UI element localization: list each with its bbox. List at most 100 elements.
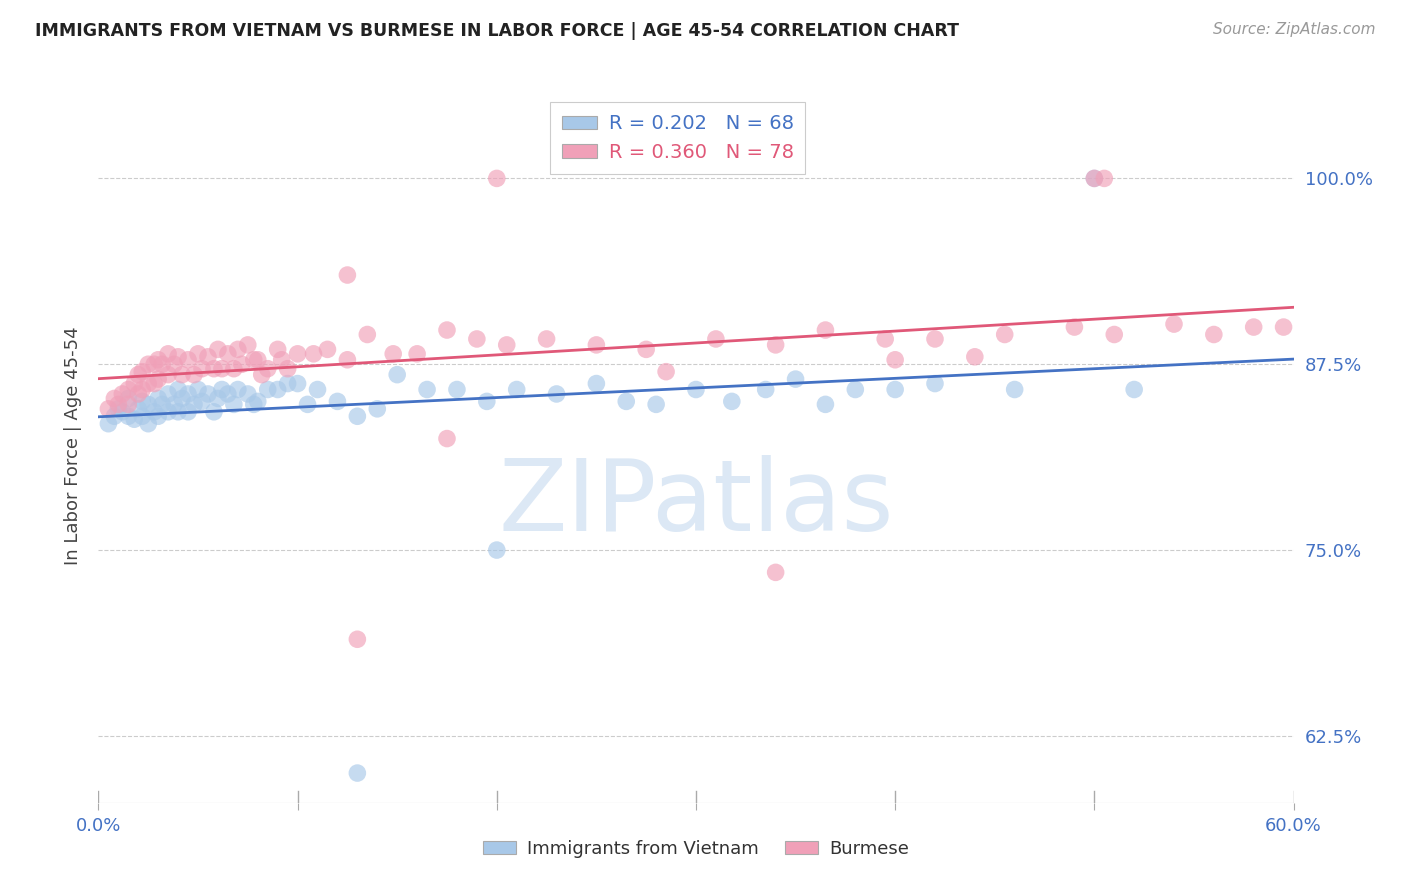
Point (267, 383, 290, 397)
Point (250, 368, 273, 382)
Point (124, 376, 146, 391)
Point (243, 397, 266, 411)
Point (277, 361, 299, 376)
Legend: Immigrants from Vietnam, Burmese: Immigrants from Vietnam, Burmese (477, 833, 915, 865)
Point (222, 397, 245, 411)
Point (131, 409, 153, 424)
Point (316, 343, 339, 357)
Point (704, 332, 727, 346)
Y-axis label: In Labor Force | Age 45-54: In Labor Force | Age 45-54 (65, 326, 83, 566)
Point (814, 323, 837, 337)
Point (222, 361, 245, 376)
Point (177, 405, 200, 419)
Point (924, 332, 946, 346)
Point (177, 352, 200, 367)
Point (136, 417, 159, 431)
Point (1243, 320, 1265, 334)
Point (111, 405, 134, 419)
Point (211, 361, 233, 376)
Point (963, 350, 986, 364)
Point (256, 361, 278, 376)
Point (127, 368, 149, 382)
Point (416, 383, 439, 397)
Point (103, 409, 125, 424)
Point (157, 405, 180, 419)
Point (207, 392, 229, 406)
Point (131, 365, 153, 379)
Point (148, 372, 170, 386)
Point (127, 387, 149, 401)
Point (117, 383, 139, 397)
Point (103, 392, 125, 406)
Point (124, 412, 146, 426)
Point (163, 397, 186, 411)
Point (755, 383, 778, 397)
Point (148, 409, 170, 424)
Point (721, 394, 744, 409)
Point (127, 401, 149, 416)
Point (1202, 327, 1225, 342)
Point (143, 405, 166, 419)
Point (1083, 171, 1105, 186)
Point (270, 352, 292, 367)
Point (231, 357, 253, 371)
Point (177, 387, 200, 401)
Point (884, 383, 907, 397)
Point (150, 357, 173, 371)
Point (785, 372, 807, 386)
Point (197, 350, 219, 364)
Point (97, 401, 120, 416)
Point (884, 352, 907, 367)
Point (346, 632, 368, 647)
Point (585, 376, 607, 391)
Point (191, 394, 214, 409)
Point (197, 387, 219, 401)
Point (1004, 383, 1026, 397)
Point (150, 397, 173, 411)
Point (183, 368, 205, 382)
Point (107, 397, 129, 411)
Point (163, 357, 186, 371)
Point (217, 387, 239, 401)
Point (366, 401, 388, 416)
Text: Source: ZipAtlas.com: Source: ZipAtlas.com (1212, 22, 1375, 37)
Point (346, 409, 368, 424)
Point (536, 332, 558, 346)
Point (187, 383, 209, 397)
Point (1272, 320, 1295, 334)
Point (97, 417, 120, 431)
Point (148, 352, 170, 367)
Point (924, 376, 946, 391)
Point (287, 347, 309, 361)
Point (131, 394, 153, 409)
Point (246, 352, 269, 367)
Point (136, 397, 159, 411)
Point (187, 347, 209, 361)
Point (167, 405, 190, 419)
Point (226, 343, 249, 357)
Point (202, 361, 225, 376)
Point (136, 357, 159, 371)
Point (277, 376, 299, 391)
Point (243, 352, 266, 367)
Point (157, 347, 180, 361)
Point (1083, 171, 1105, 186)
Point (143, 357, 166, 371)
Point (172, 368, 194, 382)
Text: IMMIGRANTS FROM VIETNAM VS BURMESE IN LABOR FORCE | AGE 45-54 CORRELATION CHART: IMMIGRANTS FROM VIETNAM VS BURMESE IN LA… (35, 22, 959, 40)
Point (356, 327, 378, 342)
Point (475, 394, 498, 409)
Point (1092, 171, 1115, 186)
Point (246, 394, 269, 409)
Point (1104, 327, 1126, 342)
Point (287, 376, 309, 391)
Point (506, 383, 529, 397)
Point (111, 387, 134, 401)
Point (406, 347, 429, 361)
Point (765, 338, 787, 352)
Point (211, 383, 233, 397)
Point (446, 383, 468, 397)
Point (302, 347, 325, 361)
Point (385, 368, 409, 382)
Point (143, 376, 166, 391)
